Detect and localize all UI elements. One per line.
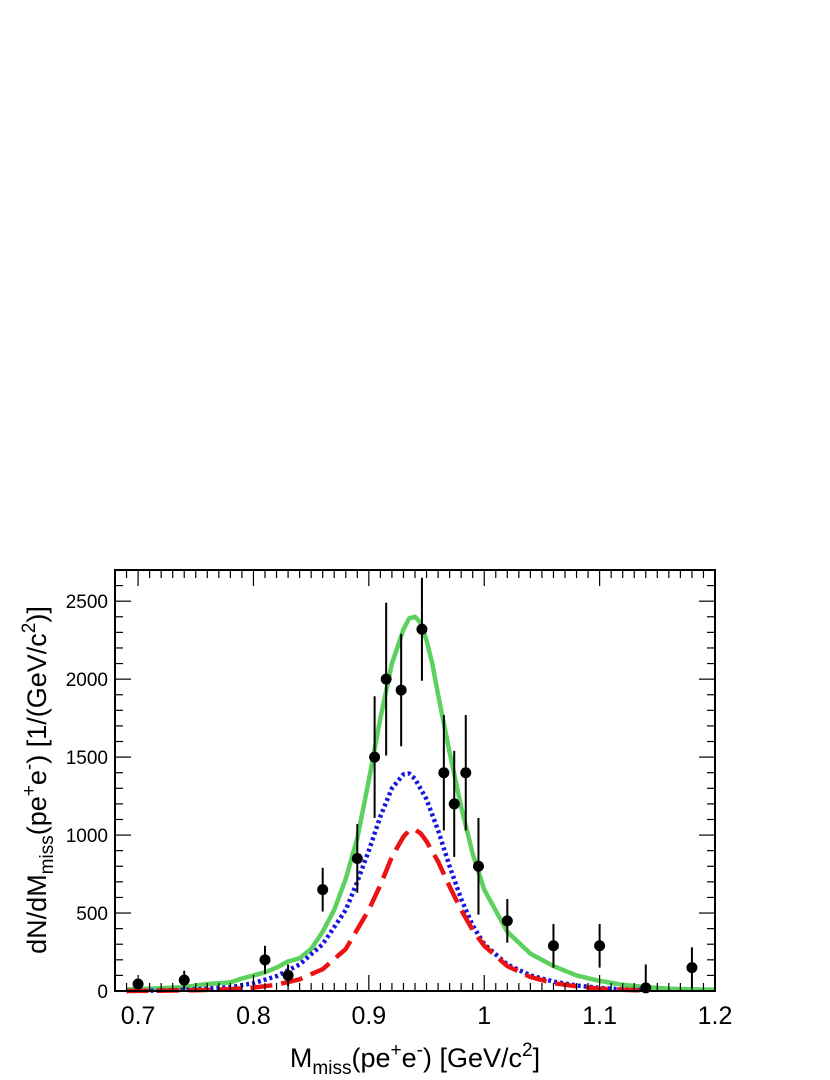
y-tick-label: 2500 (66, 592, 108, 613)
data-point (416, 623, 428, 635)
data-point (178, 974, 190, 986)
plot-frame (114, 569, 716, 992)
y-tick-label: 2000 (66, 670, 108, 691)
data-point (501, 915, 513, 927)
data-point (686, 962, 698, 974)
curves-layer (126, 614, 716, 994)
data-point (438, 767, 450, 779)
data-point (395, 684, 407, 696)
tick-labels-layer: 0.7 0.8 0.9 1 1.1 1.2 0 500 1000 1500 2000 2500 (66, 592, 733, 1030)
data-point (259, 954, 271, 966)
ticks-layer (114, 569, 716, 992)
y-tick-label: 0 (97, 982, 108, 1003)
data-point (380, 673, 392, 685)
data-point (448, 798, 460, 810)
x-tick-label: 1.1 (582, 1002, 617, 1030)
series-line-dashed (126, 827, 646, 994)
series-line-solid (126, 614, 716, 993)
x-axis-label: Mmiss(pe+e-) [GeV/c2] (290, 1040, 540, 1075)
data-point (472, 860, 484, 872)
y-tick-label: 1500 (66, 748, 108, 769)
data-point (369, 751, 381, 763)
data-point (317, 884, 329, 896)
y-axis-label: dN/dMmiss(pe+e-) [1/(GeV/c2)] (19, 606, 58, 954)
x-tick-label: 0.7 (121, 1002, 156, 1030)
y-tick-label: 1000 (66, 826, 108, 847)
x-tick-label: 1 (477, 1002, 491, 1030)
data-point (547, 940, 559, 952)
data-point (460, 767, 472, 779)
points-layer (132, 577, 698, 994)
data-point (594, 940, 606, 952)
data-point (282, 969, 294, 981)
series-line-dotted (126, 771, 646, 994)
data-point (351, 852, 363, 864)
x-tick-label: 0.9 (351, 1002, 386, 1030)
x-tick-label: 0.8 (236, 1002, 271, 1030)
x-tick-label: 1.2 (698, 1002, 733, 1030)
y-tick-label: 500 (76, 904, 108, 925)
